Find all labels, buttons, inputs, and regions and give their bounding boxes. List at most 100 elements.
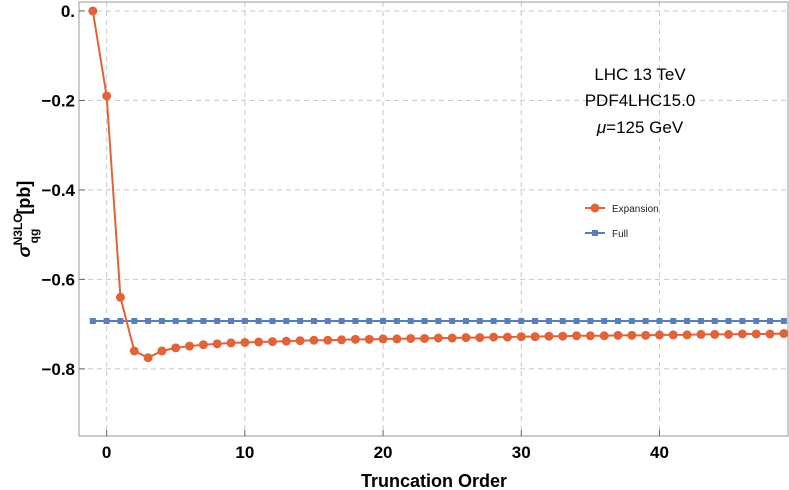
series-expansion-point [281, 336, 291, 346]
y-axis-superscript: N3LO [11, 213, 25, 245]
series-expansion-point [489, 332, 499, 342]
y-axis-unit: [pb] [14, 181, 34, 215]
tick-layer: 0 10 20 30 40 0. −0.2 −0.4 −0.6 −0.8 [41, 2, 668, 462]
series-expansion-point [751, 329, 761, 339]
series-full-point [476, 318, 483, 325]
series-full-point [186, 318, 193, 325]
series-full-point [380, 318, 387, 325]
series-full-point [697, 318, 704, 325]
series-full-point [324, 318, 331, 325]
legend-full-label: Full [612, 229, 628, 240]
series-expansion-point [212, 339, 222, 349]
series-expansion-point [585, 331, 595, 341]
series-expansion-point [572, 331, 582, 341]
series-full-point [739, 318, 746, 325]
series-full-point [131, 318, 138, 325]
series-full-point [297, 318, 304, 325]
y-axis-symbol: σ [14, 244, 34, 257]
y-tick-label: −0.4 [41, 181, 75, 200]
series-full-point [601, 318, 608, 325]
x-axis-title: Truncation Order [361, 471, 507, 490]
series-expansion-point [765, 329, 775, 339]
series-expansion-point [502, 332, 512, 342]
series-full-point [172, 318, 179, 325]
y-tick-label: 0. [61, 2, 75, 21]
series-full-point [504, 318, 511, 325]
series-expansion-point [682, 330, 692, 340]
series-expansion-point [779, 329, 789, 339]
annotation-mu-value: =125 GeV [606, 118, 684, 137]
series-expansion-point [185, 341, 195, 351]
series-full-point [214, 318, 221, 325]
series-full-point [725, 318, 732, 325]
series-full-point [228, 318, 235, 325]
series-full-point [89, 318, 96, 325]
series-expansion-point [627, 330, 637, 340]
x-tick-label: 0 [102, 443, 111, 462]
series-expansion-point [129, 346, 139, 356]
series-full-point [145, 318, 152, 325]
legend-expansion-label: Expansion [612, 204, 659, 215]
y-axis-subscript: qg [27, 229, 41, 244]
series-full-point [393, 318, 400, 325]
x-tick-label: 40 [650, 443, 669, 462]
series-expansion-point [544, 331, 554, 341]
series-full-point [767, 318, 774, 325]
series-full-point [573, 318, 580, 325]
grid-layer [79, 2, 788, 436]
series-expansion-point [102, 91, 112, 101]
series-expansion-point [696, 329, 706, 339]
series-expansion-point [115, 292, 125, 302]
series-expansion-point [337, 335, 347, 345]
series-expansion-point [171, 343, 181, 353]
y-axis-title: σN3LO qg [pb] [11, 181, 41, 258]
series-expansion-point [420, 333, 430, 343]
x-tick-label: 30 [512, 443, 531, 462]
series-full-point [255, 318, 262, 325]
series-full-point [449, 318, 456, 325]
legend-expansion-marker [590, 203, 600, 213]
series-full-point [656, 318, 663, 325]
series-full-point [670, 318, 677, 325]
y-tick-label: −0.2 [41, 91, 75, 110]
series-expansion-point [516, 332, 526, 342]
series-full-point [241, 318, 248, 325]
series-full-point [753, 318, 760, 325]
series-expansion-point [641, 330, 651, 340]
series-expansion-point [613, 330, 623, 340]
series-expansion-point [724, 329, 734, 339]
series-expansion-point [406, 333, 416, 343]
series-full-point [587, 318, 594, 325]
series-full-point [421, 318, 428, 325]
series-full-point [490, 318, 497, 325]
series-full-point [310, 318, 317, 325]
annotation-mu: μ [596, 118, 607, 137]
series-expansion-point [447, 333, 457, 343]
series-expansion-point [475, 333, 485, 343]
series-expansion-point [461, 333, 471, 343]
series-full-point [628, 318, 635, 325]
x-tick-label: 20 [374, 443, 393, 462]
series-full-point [352, 318, 359, 325]
series-full-point [559, 318, 566, 325]
series-full-point [366, 318, 373, 325]
annotation-line-3: μ=125 GeV [596, 118, 684, 137]
series-expansion-point [309, 335, 319, 345]
series-full-point [532, 318, 539, 325]
legend: Expansion Full [585, 203, 659, 240]
series-layer [88, 6, 789, 363]
series-expansion-point [226, 338, 236, 348]
series-full-point [338, 318, 345, 325]
series-full-point [518, 318, 525, 325]
series-full-point [283, 318, 290, 325]
legend-full-marker [592, 230, 598, 236]
series-full-point [158, 318, 165, 325]
series-expansion-point [364, 334, 374, 344]
series-expansion-point [378, 334, 388, 344]
series-expansion-point [392, 334, 402, 344]
series-full-point [435, 318, 442, 325]
series-expansion-point [254, 337, 264, 347]
series-expansion-point [198, 340, 208, 350]
series-expansion-point [668, 330, 678, 340]
annotation-line-2: PDF4LHC15.0 [585, 91, 696, 110]
